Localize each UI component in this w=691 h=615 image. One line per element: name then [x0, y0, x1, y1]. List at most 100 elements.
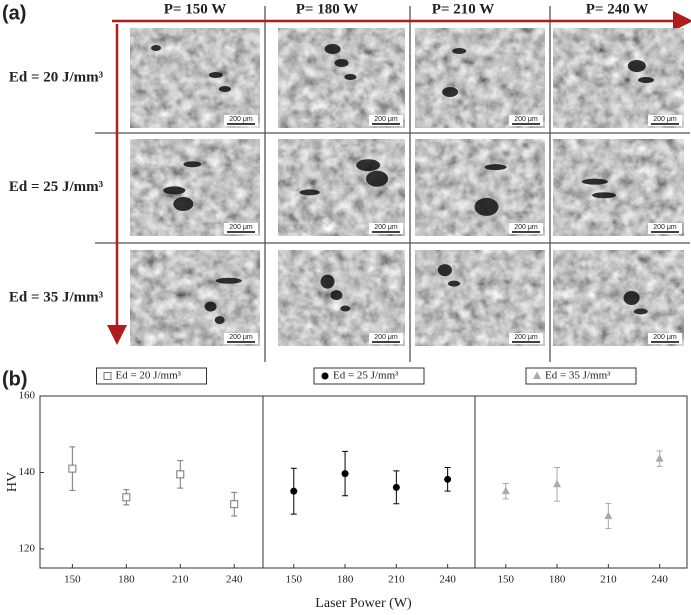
column-header: P= 180 W: [296, 1, 358, 17]
marker: [444, 475, 452, 483]
pore: [448, 280, 460, 287]
scale-bar-label: 200 μm: [514, 334, 538, 341]
column-header: P= 210 W: [432, 1, 494, 17]
pore: [320, 274, 335, 289]
micrograph: [415, 28, 545, 128]
marker: [655, 454, 664, 462]
scale-bar-label: 200 μm: [229, 334, 253, 341]
scale-box: [224, 333, 258, 344]
pore: [215, 277, 242, 284]
legend-box: [525, 367, 637, 385]
micrograph: [130, 250, 260, 346]
scale-box: [648, 223, 682, 234]
marker: [122, 493, 131, 502]
row-label: Ed = 35 J/mm³: [9, 289, 104, 305]
legend-marker: [533, 371, 541, 379]
pore: [627, 60, 646, 72]
scale-box: [648, 115, 682, 126]
scale-box: [509, 115, 543, 126]
marker: [176, 470, 185, 479]
pore: [366, 170, 389, 187]
pore: [442, 87, 459, 97]
scale-bar-label: 200 μm: [514, 116, 538, 123]
scale-box: [509, 333, 543, 344]
pore: [623, 291, 640, 305]
pore: [340, 305, 351, 312]
pore: [173, 196, 194, 211]
pore: [330, 290, 343, 301]
pore: [208, 72, 223, 78]
scale-box: [369, 333, 403, 344]
grid-separators: [95, 6, 690, 362]
column-header: P= 150 W: [164, 1, 226, 17]
x-tick-label: 180: [337, 574, 354, 586]
pore: [163, 186, 186, 195]
row-label: Ed = 20 J/mm³: [9, 69, 104, 85]
y-axis-label: HV: [5, 472, 20, 492]
pore: [581, 178, 608, 185]
pore: [183, 161, 202, 168]
scale-box: [369, 115, 403, 126]
marker: [290, 487, 298, 495]
marker: [392, 483, 400, 491]
plot-frame: [474, 395, 688, 569]
plot-frame: [39, 395, 264, 569]
pore: [214, 316, 225, 325]
pore: [437, 264, 452, 277]
column-header: P= 240 W: [586, 1, 648, 17]
scale-bar-label: 200 μm: [653, 116, 677, 123]
y-tick-label: 140: [19, 466, 36, 478]
x-tick-label: 210: [172, 574, 189, 586]
micrograph: [415, 250, 545, 346]
scale-bar-label: 200 μm: [653, 334, 677, 341]
scale-box: [509, 223, 543, 234]
legend-marker: [321, 372, 329, 380]
micrograph: [130, 28, 260, 128]
micrograph: [553, 139, 684, 236]
y-tick-label: 120: [19, 542, 36, 554]
scale-box: [224, 115, 258, 126]
marker: [501, 486, 510, 495]
x-tick-label: 240: [651, 574, 668, 586]
panel-label: (b): [2, 368, 28, 390]
scale-box: [648, 333, 682, 344]
x-tick-label: 150: [64, 574, 81, 586]
scale-bar-label: 200 μm: [229, 116, 253, 123]
pore: [638, 77, 655, 83]
scale-bar-label: 200 μm: [653, 224, 677, 231]
legend-box: [313, 367, 425, 385]
marker: [230, 500, 239, 509]
pore: [299, 189, 320, 196]
scale-bar-label: 200 μm: [229, 224, 253, 231]
legend-box: [96, 367, 207, 385]
micrograph: [278, 250, 405, 346]
micrograph: [278, 139, 405, 236]
pore: [344, 74, 357, 80]
micrograph: [415, 139, 545, 236]
pore: [484, 164, 507, 171]
x-tick-label: 150: [498, 574, 515, 586]
x-tick-label: 180: [549, 574, 566, 586]
x-tick-label: 150: [286, 574, 303, 586]
micrograph: [553, 250, 684, 346]
pore: [151, 45, 161, 51]
plot-frame: [262, 395, 476, 569]
pore: [356, 159, 381, 172]
x-axis-label: Laser Power (W): [315, 596, 412, 611]
micrograph: [130, 139, 260, 236]
marker: [553, 479, 562, 488]
x-tick-label: 210: [388, 574, 405, 586]
scale-box: [224, 223, 258, 234]
x-tick-label: 180: [118, 574, 135, 586]
pore: [474, 197, 499, 216]
row-label: Ed = 25 J/mm³: [9, 179, 104, 195]
pore: [218, 86, 231, 92]
pore: [334, 59, 349, 67]
marker: [68, 464, 77, 473]
scale-bar-label: 200 μm: [374, 224, 398, 231]
micrograph: [278, 28, 405, 128]
pore: [592, 192, 617, 199]
scale-bar-label: 200 μm: [514, 224, 538, 231]
